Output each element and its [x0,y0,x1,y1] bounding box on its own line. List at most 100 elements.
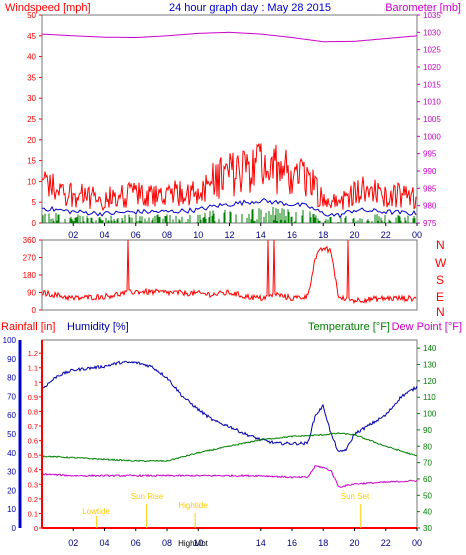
x-tick-label: 18 [318,230,328,240]
wind-tick-label: 50 [27,11,36,20]
dewpoint-series [41,465,418,488]
barometer-tick-label: 1035 [423,11,441,20]
wind-tick-label: 30 [27,94,36,103]
x-tick-label: 18 [318,538,328,548]
rain-tick-label: 0.3 [28,480,38,489]
temperature-tick-label: 30 [423,524,432,533]
windspeed-axis-label: Windspeed [mph] [5,2,91,14]
dewpoint-label: Dew Point [°F] [392,321,462,333]
barometer-tick-label: 985 [423,184,437,193]
humidity-tick-label: 60 [7,411,16,420]
x-tick-label: 08 [162,538,172,548]
x-tick-label: 04 [99,230,109,240]
humidity-series [41,360,418,452]
wind-tick-label: 35 [27,73,36,82]
x-tick-label: 16 [287,538,297,548]
temperature-tick-label: 140 [423,344,437,353]
wind-tick-label: 40 [27,53,36,62]
wind-tick-label: 20 [27,136,36,145]
humidity-tick-label: 0 [12,524,17,533]
temperature-tick-label: 70 [423,459,432,468]
barometer-tick-label: 995 [423,150,437,159]
barometer-tick-label: 975 [423,219,437,228]
wind-tick-label: 25 [27,115,36,124]
rain-tick-label: 0.9 [28,393,38,402]
humidity-tick-label: 70 [7,392,16,401]
temperature-tick-label: 110 [423,393,436,402]
x-tick-label: 00 [412,230,422,240]
x-tick-label: 20 [349,230,359,240]
barometer-tick-label: 980 [423,202,437,211]
temperature-tick-label: 120 [423,377,437,386]
chart-title: 24 hour graph day : May 28 2015 [169,2,331,14]
humidity-tick-label: 10 [7,505,16,514]
rain-tick-label: 0.4 [28,466,38,475]
wind-tick-label: 10 [27,177,36,186]
compass-label: N [436,305,445,319]
rain-tick-label: 0.6 [28,437,38,446]
humidity-tick-label: 30 [7,468,16,477]
humidity-tick-label: 80 [7,374,16,383]
x-tick-label: 08 [162,230,172,240]
humidity-tick-label: 50 [7,430,16,439]
humidity-tick-label: 90 [7,355,16,364]
compass-label: N [436,238,445,252]
x-tick-label: 02 [68,538,78,548]
temperature-tick-label: 130 [423,361,437,370]
lower-plot [41,360,418,529]
compass-label: S [436,273,444,287]
wind-plot [41,31,418,223]
barometer-tick-label: 1025 [423,46,441,55]
hightide-annotation: Hightide [178,501,208,510]
x-tick-label: 10 [193,230,203,240]
wind-tick-label: 15 [27,157,36,166]
temperature-tick-label: 80 [423,442,432,451]
rain-tick-label: 0.7 [28,422,38,431]
barometer-axis-label: Barometer [mb] [385,2,461,14]
average-wind-series [41,197,417,219]
direction-panel-frame [41,239,418,311]
x-tick-label: 16 [287,230,297,240]
rain-tick-label: 1 [34,378,38,387]
windspeed-series [41,143,417,212]
lowtide-annotation: Lowtide [82,507,110,516]
temperature-tick-label: 90 [423,426,432,435]
rain-tick-label: 0.1 [28,509,38,518]
x-tick-label: 02 [68,230,78,240]
humidity-label: Humidity [%] [67,321,129,333]
x-tick-label: 06 [131,230,141,240]
rain-tick-label: 0.8 [28,407,38,416]
barometer-tick-label: 1020 [423,63,441,72]
x-tick-label: 20 [349,538,359,548]
temperature-tick-label: 50 [423,491,432,500]
barometer-tick-label: 1000 [423,132,441,141]
wind-direction-series [41,239,417,305]
x-tick-label: 22 [381,230,391,240]
humidity-tick-label: 20 [7,486,16,495]
direction-tick-label: 180 [23,271,37,280]
direction-tick-label: 90 [27,289,36,298]
barometer-tick-label: 1015 [423,80,441,89]
wind-panel-frame [41,14,418,224]
barometer-series [42,31,418,43]
sunrise-annotation: Sun Rise [131,492,164,501]
x-tick-label: 12 [224,230,234,240]
wind-tick-label: 5 [32,198,37,207]
sunset-annotation: Sun Set [341,492,370,501]
temperature-label: Temperature [°F] [308,321,390,333]
x-tick-label: 14 [256,230,266,240]
barometer-tick-label: 1010 [423,98,441,107]
wind-tick-label: 45 [27,32,36,41]
compass-label: E [436,290,444,304]
bottom-overlay-label: HighMbt [178,539,209,548]
temperature-tick-label: 60 [423,475,432,484]
temperature-series [41,432,418,463]
rainfall-label: Rainfall [in] [1,321,55,333]
direction-tick-label: 360 [23,236,37,245]
barometer-tick-label: 1005 [423,115,441,124]
temperature-tick-label: 40 [423,508,432,517]
x-tick-label: 04 [99,538,109,548]
rain-tick-label: 0.5 [28,451,38,460]
wind-tick-label: 0 [32,219,37,228]
